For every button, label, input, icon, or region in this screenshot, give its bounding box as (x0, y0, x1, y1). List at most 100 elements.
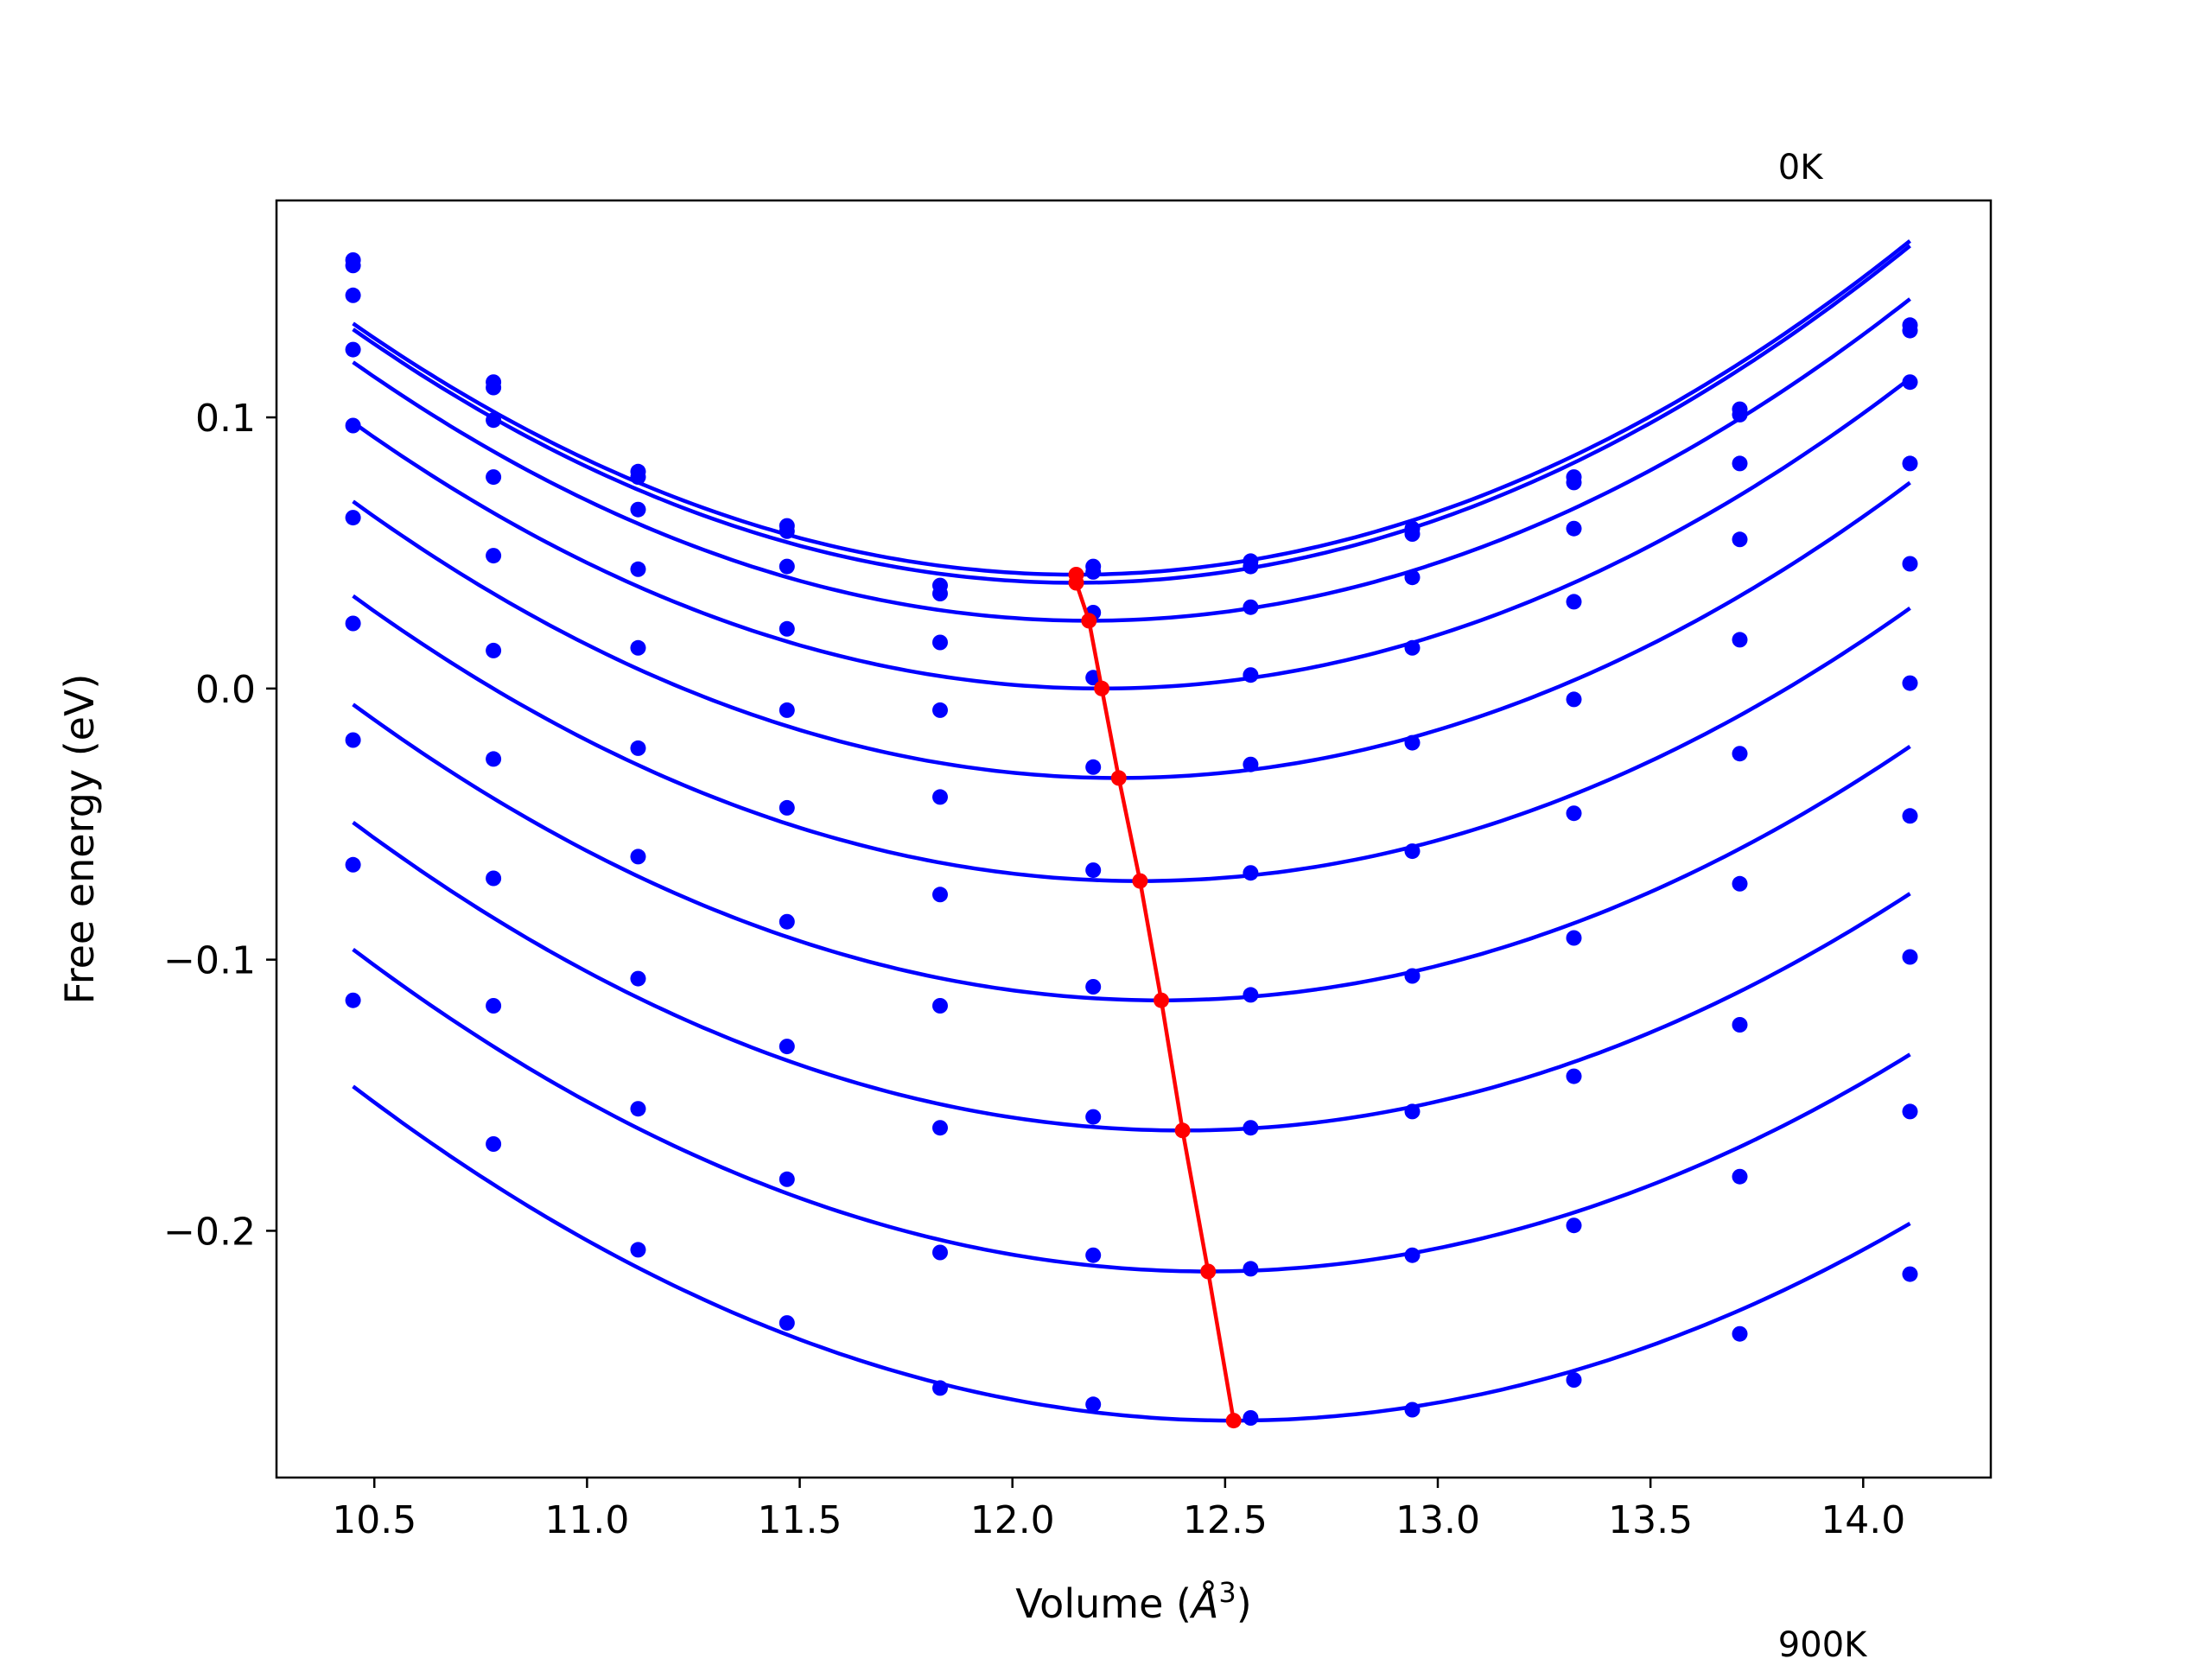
temperature-annotation: 0K (1778, 148, 1824, 188)
data-point (779, 523, 795, 539)
fit-curve (352, 239, 1911, 577)
data-point (486, 469, 502, 486)
data-point (630, 639, 646, 656)
data-point (932, 789, 948, 805)
data-point (1404, 526, 1421, 542)
fit-curve (352, 377, 1911, 691)
data-point (345, 992, 361, 1008)
data-point (1085, 979, 1102, 995)
y-tick-label: 0.0 (195, 668, 256, 712)
x-axis-label: Volume (Å3) (1015, 1576, 1251, 1627)
minimum-point (1132, 873, 1148, 889)
data-point (1902, 455, 1918, 472)
data-point (1243, 558, 1259, 575)
data-point (779, 558, 795, 575)
data-point (1085, 1396, 1102, 1413)
fit-curve (352, 594, 1911, 883)
minimum-point (1110, 770, 1127, 786)
data-point (486, 412, 502, 429)
data-point (779, 620, 795, 637)
data-point (1404, 1247, 1421, 1263)
data-point (630, 561, 646, 577)
data-point (345, 732, 361, 748)
data-point (630, 1242, 646, 1258)
y-tick-label: −0.1 (163, 939, 256, 983)
y-tick-label: −0.2 (163, 1210, 256, 1254)
minimum-point (1081, 613, 1097, 629)
data-point (1732, 1325, 1748, 1342)
annotations: 0K 900K (1778, 148, 1868, 1659)
minimum-point (1068, 575, 1084, 591)
data-point (1732, 1168, 1748, 1185)
data-point (779, 1315, 795, 1332)
data-point (1566, 474, 1582, 491)
data-point (779, 1039, 795, 1055)
data-point (779, 1171, 795, 1187)
data-point (345, 856, 361, 873)
data-point (1566, 930, 1582, 946)
data-point (1566, 805, 1582, 822)
minimum-point (1094, 680, 1110, 696)
data-point (1566, 1217, 1582, 1234)
data-point (1243, 1120, 1259, 1136)
data-point (1243, 667, 1259, 683)
x-tick-label: 10.5 (332, 1498, 416, 1542)
data-point (932, 998, 948, 1014)
data-point (1902, 675, 1918, 691)
data-point (486, 642, 502, 658)
temperature-annotation: 900K (1778, 1625, 1868, 1659)
x-tick-label: 13.5 (1608, 1498, 1693, 1542)
data-point (1902, 556, 1918, 572)
data-point (1566, 1372, 1582, 1388)
minimum-point (1225, 1413, 1242, 1429)
data-point (345, 287, 361, 303)
data-point (1085, 759, 1102, 775)
data-point (1085, 563, 1102, 580)
data-point (1732, 531, 1748, 548)
data-point (486, 379, 502, 396)
data-point (630, 970, 646, 987)
data-point (1243, 599, 1259, 615)
data-point (1404, 1402, 1421, 1418)
y-tick-label: 0.1 (195, 397, 256, 441)
minimum-point (1174, 1122, 1191, 1139)
data-point (1732, 746, 1748, 762)
data-point (1566, 520, 1582, 537)
data-point (779, 913, 795, 930)
data-point (630, 1101, 646, 1117)
data-point (630, 740, 646, 756)
data-point (1404, 569, 1421, 586)
x-tick-label: 12.5 (1183, 1498, 1268, 1542)
data-point (486, 1136, 502, 1152)
data-point (1732, 406, 1748, 423)
x-tick-label: 11.5 (758, 1498, 842, 1542)
data-point (1404, 843, 1421, 860)
data-point (1085, 862, 1102, 879)
y-axis-ticks: 0.1 0.0 −0.1 −0.2 (163, 397, 276, 1254)
data-point (345, 417, 361, 434)
data-point (1902, 949, 1918, 965)
data-point (345, 341, 361, 358)
data-point (932, 634, 948, 651)
data-point (630, 501, 646, 518)
data-point (1732, 1017, 1748, 1033)
x-tick-label: 11.0 (544, 1498, 629, 1542)
data-point (1243, 756, 1259, 772)
fit-curve (352, 947, 1911, 1274)
data-point (486, 870, 502, 887)
data-point (486, 751, 502, 767)
data-point (486, 998, 502, 1014)
x-tick-label: 14.0 (1821, 1498, 1905, 1542)
data-point (1566, 1068, 1582, 1084)
data-point (932, 1120, 948, 1136)
x-tick-label: 13.0 (1395, 1498, 1480, 1542)
minima-path (1074, 575, 1236, 1421)
fit-curves (352, 239, 1911, 1423)
x-tick-label: 12.0 (970, 1498, 1055, 1542)
data-point (1243, 1410, 1259, 1426)
data-point (1404, 639, 1421, 656)
data-point (1732, 455, 1748, 472)
data-point (1732, 632, 1748, 648)
fit-curve (352, 820, 1911, 1133)
